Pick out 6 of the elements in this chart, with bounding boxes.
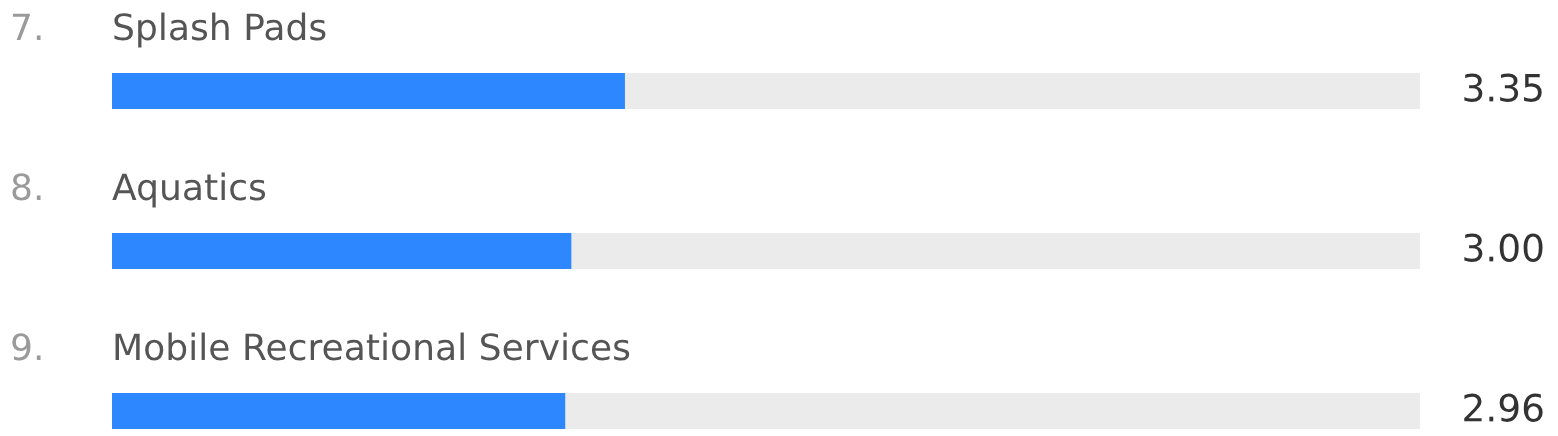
data-label: 3.35 [1464, 73, 1542, 102]
category-label: 7. Splash Pads [12, 12, 326, 48]
category-label: 9. Mobile Recreational Services [12, 332, 630, 361]
data-label: 2.96 [1464, 393, 1543, 422]
data-label: 3.00 [1464, 233, 1543, 262]
category-label: 8. Aquatics [12, 172, 266, 208]
